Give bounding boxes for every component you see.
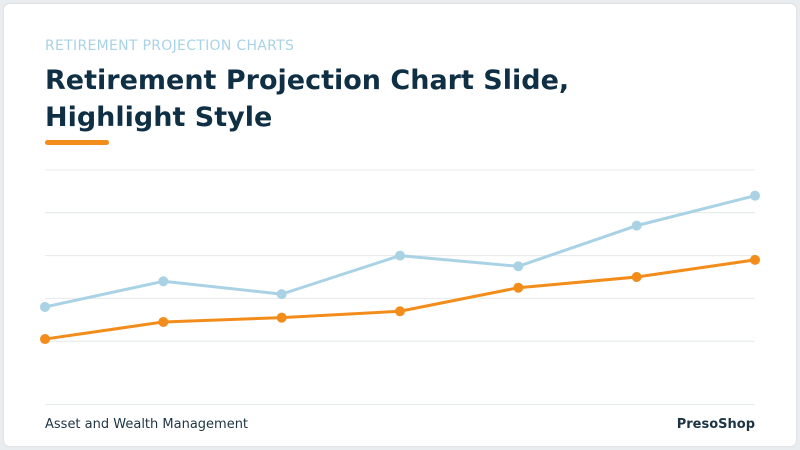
line-chart <box>40 169 760 345</box>
series-1-point-2 <box>158 276 169 287</box>
series-2-point-7 <box>750 254 760 265</box>
series-2-point-6 <box>631 272 642 282</box>
slide: RETIREMENT PROJECTION CHARTS Retirement … <box>4 4 796 446</box>
series-1-point-3 <box>276 289 287 300</box>
series-1-point-7 <box>750 190 760 201</box>
series-2-point-4 <box>395 306 405 317</box>
series-line-2 <box>44 258 756 341</box>
footer-divider <box>45 404 755 405</box>
slide-title: Retirement Projection Chart Slide, Highl… <box>45 65 570 133</box>
series-1-point-4 <box>395 250 405 261</box>
series-1-point-1 <box>40 301 50 312</box>
footer-brand: PresoShop <box>676 417 755 432</box>
series-2-point-3 <box>276 312 287 323</box>
series-2-point-2 <box>158 316 169 327</box>
slide-kicker: RETIREMENT PROJECTION CHARTS <box>45 38 295 54</box>
series-1-point-5 <box>513 261 524 272</box>
series-1-point-6 <box>631 220 642 231</box>
series-2-point-1 <box>40 334 50 345</box>
title-accent-bar <box>45 140 109 145</box>
series-2-point-5 <box>513 282 524 293</box>
footer-company: Asset and Wealth Management <box>45 417 249 432</box>
